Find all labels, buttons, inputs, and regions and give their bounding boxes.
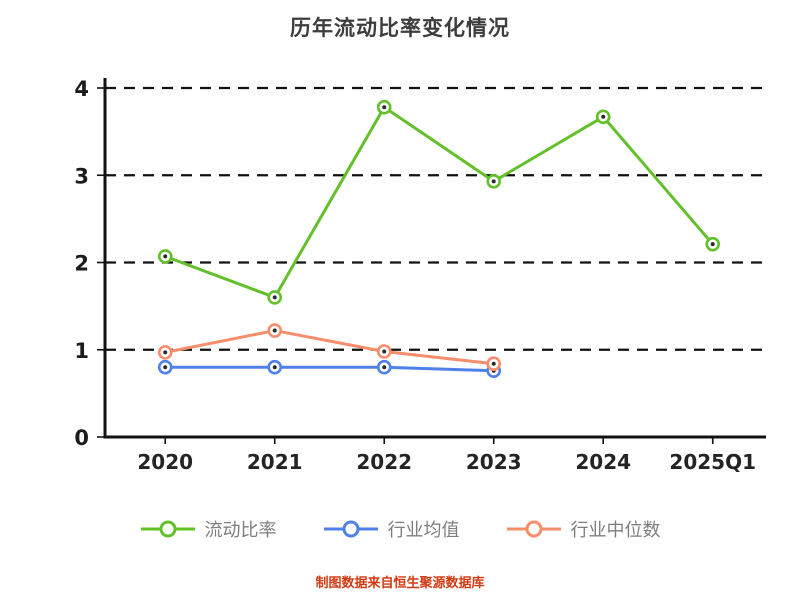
legend-marker-current-ratio-icon	[140, 520, 195, 538]
line-chart: 0 1 2 3 4 2020 2021 2022 2023 2024 2025Q1	[74, 77, 766, 474]
legend-label-current-ratio: 流动比率	[204, 520, 277, 541]
legend-item-industry-mean[interactable]: 行业均值	[323, 516, 460, 542]
legend-item-industry-median[interactable]: 行业中位数	[506, 516, 661, 542]
data-source-note: 制图数据来自恒生聚源数据库	[315, 576, 485, 591]
legend-marker-industry-median-icon	[506, 520, 561, 538]
legend-label-industry-median: 行业中位数	[570, 520, 661, 541]
legend-label-industry-mean: 行业均值	[387, 520, 460, 541]
svg-text:0: 0	[74, 426, 89, 450]
svg-text:3: 3	[74, 164, 89, 188]
svg-text:2020: 2020	[137, 450, 193, 474]
svg-text:4: 4	[74, 77, 89, 101]
svg-text:2024: 2024	[575, 450, 631, 474]
legend-item-current-ratio[interactable]: 流动比率	[140, 516, 277, 542]
svg-text:2025Q1: 2025Q1	[669, 450, 756, 474]
svg-text:2022: 2022	[356, 450, 412, 474]
legend-marker-industry-mean-icon	[323, 520, 378, 538]
page-title: 历年流动比率变化情况	[290, 16, 510, 40]
svg-text:2021: 2021	[247, 450, 303, 474]
svg-text:2: 2	[74, 252, 89, 276]
chart-legend: 流动比率 行业均值 行业中位数	[0, 516, 800, 542]
svg-text:2023: 2023	[466, 450, 522, 474]
svg-text:1: 1	[74, 339, 89, 363]
